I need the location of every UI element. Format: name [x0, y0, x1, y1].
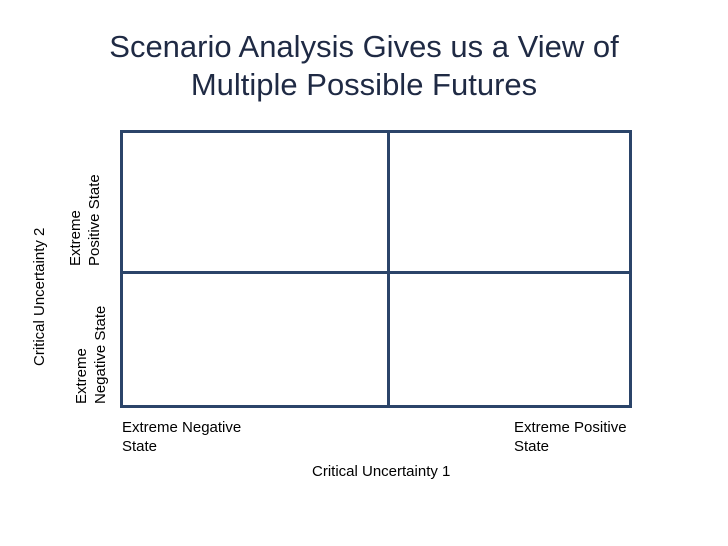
- quadrant-top-left: [123, 133, 387, 271]
- y-axis-low-label: Extreme Negative State: [72, 274, 110, 404]
- y-axis-low-label-line-1: Extreme: [73, 348, 90, 404]
- x-axis-high-label-line-2: State: [514, 438, 550, 455]
- y-axis-high-label: Extreme Positive State: [66, 126, 104, 266]
- y-axis-low-label-line-2: Negative State: [92, 305, 109, 404]
- y-axis-high-label-line-1: Extreme: [67, 210, 84, 266]
- horizontal-divider: [123, 271, 629, 274]
- x-axis-high-label: Extreme Positive State: [514, 418, 627, 456]
- quadrant-bottom-left: [123, 274, 387, 405]
- quadrant-bottom-right: [390, 274, 629, 405]
- quadrant-top-right: [390, 133, 629, 271]
- y-axis-title: Critical Uncertainty 2: [31, 227, 48, 366]
- x-axis-title: Critical Uncertainty 1: [312, 463, 451, 480]
- x-axis-low-label-line-1: Extreme Negative: [122, 419, 242, 436]
- vertical-divider: [387, 133, 390, 405]
- scenario-matrix: [120, 130, 632, 408]
- y-axis-high-label-line-2: Positive State: [86, 174, 103, 266]
- x-axis-low-label: Extreme Negative State: [122, 418, 241, 456]
- x-axis-low-label-line-2: State: [122, 438, 158, 455]
- x-axis-high-label-line-1: Extreme Positive: [514, 419, 627, 436]
- title-line-1: Scenario Analysis Gives us a View of: [109, 29, 619, 64]
- diagram-title: Scenario Analysis Gives us a View of Mul…: [0, 28, 728, 104]
- title-line-2: Multiple Possible Futures: [190, 67, 538, 102]
